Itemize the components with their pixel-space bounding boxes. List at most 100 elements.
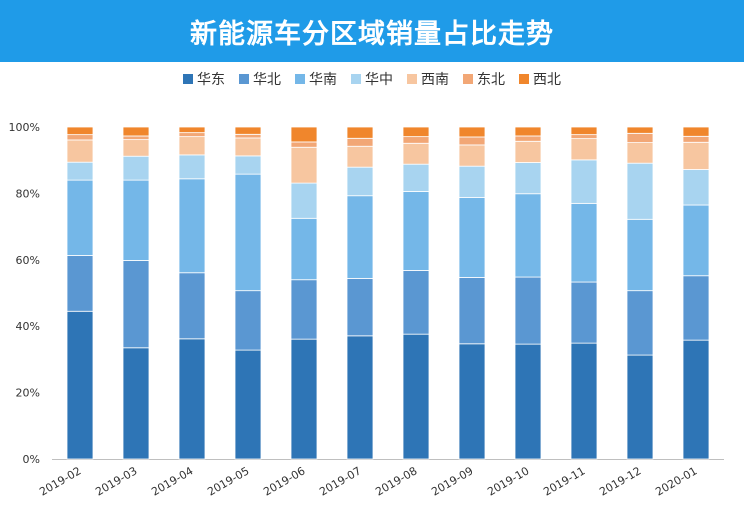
bar-segment — [682, 169, 710, 206]
x-tick-label: 2019-07 — [317, 464, 363, 498]
x-tick-label: 2019-02 — [37, 464, 83, 498]
bar-stack — [122, 126, 150, 460]
bar-segment — [458, 126, 486, 138]
chart-legend: 华东 华北 华南 华中 西南 东北 西北 — [0, 68, 744, 90]
bar-segment — [290, 338, 318, 460]
bar-segment — [626, 132, 654, 144]
bar-stack — [234, 126, 262, 460]
legend-label: 华北 — [253, 72, 281, 88]
bar-segment — [682, 141, 710, 170]
bar-segment — [178, 178, 206, 274]
bar-segment — [346, 137, 374, 147]
bar-stack — [346, 126, 374, 460]
bar-segment — [290, 279, 318, 340]
bar-segment — [514, 126, 542, 137]
x-tick-label: 2019-10 — [485, 464, 531, 498]
bar-stack — [458, 126, 486, 460]
legend-swatch — [183, 74, 193, 84]
bar-segment — [570, 281, 598, 344]
legend-item: 华北 — [239, 69, 281, 89]
bar-segment — [402, 126, 430, 138]
x-tick-label: 2020-01 — [653, 464, 699, 498]
legend-label: 华南 — [309, 72, 337, 88]
bar-segment — [570, 202, 598, 283]
bar-segment — [178, 126, 206, 134]
bar-segment — [682, 135, 710, 143]
bar-segment — [514, 193, 542, 278]
legend-item: 东北 — [463, 69, 505, 89]
bar-segment — [626, 142, 654, 164]
bar-segment — [178, 154, 206, 180]
bar-stack — [402, 126, 430, 460]
bar-segment — [346, 195, 374, 279]
bar-segment — [290, 126, 318, 143]
legend-swatch — [519, 74, 529, 84]
bar-segment — [234, 173, 262, 292]
bar-stack — [178, 126, 206, 460]
x-tick-label: 2019-09 — [429, 464, 475, 498]
y-tick-label: 60% — [16, 254, 40, 267]
bar-stack — [626, 126, 654, 460]
bar-segment — [346, 335, 374, 460]
bar-segment — [290, 146, 318, 184]
bar-segment — [682, 204, 710, 277]
x-tick-label: 2019-03 — [93, 464, 139, 498]
legend-label: 东北 — [477, 72, 505, 88]
legend-swatch — [407, 74, 417, 84]
legend-swatch — [463, 74, 473, 84]
legend-label: 西北 — [533, 72, 561, 88]
bar-segment — [66, 134, 94, 141]
bar-segment — [514, 162, 542, 195]
legend-item: 华南 — [295, 69, 337, 89]
y-tick-label: 40% — [16, 320, 40, 333]
y-tick-label: 100% — [9, 121, 40, 134]
bar-segment — [458, 144, 486, 167]
bar-segment — [290, 217, 318, 281]
bar-segment — [346, 145, 374, 168]
legend-swatch — [351, 74, 361, 84]
bar-stack — [290, 126, 318, 460]
bar-segment — [458, 196, 486, 278]
bar-segment — [402, 333, 430, 460]
bar-segment — [458, 136, 486, 146]
bar-segment — [66, 161, 94, 181]
bar-segment — [66, 139, 94, 163]
bar-segment — [346, 277, 374, 337]
legend-item: 华中 — [351, 69, 393, 89]
bar-segment — [122, 135, 150, 141]
bar-segment — [402, 163, 430, 192]
bar-segment — [346, 166, 374, 197]
bar-segment — [514, 135, 542, 142]
bar-segment — [626, 162, 654, 220]
bar-segment — [514, 140, 542, 163]
bar-segment — [626, 126, 654, 134]
bar-segment — [234, 155, 262, 175]
legend-item: 西南 — [407, 69, 449, 89]
bar-segment — [626, 354, 654, 460]
bar-segment — [66, 179, 94, 256]
bar-segment — [514, 276, 542, 345]
legend-swatch — [239, 74, 249, 84]
bar-segment — [234, 290, 262, 351]
bar-segment — [234, 126, 262, 135]
bar-segment — [122, 179, 150, 261]
bar-segment — [570, 138, 598, 161]
bar-segment — [682, 275, 710, 341]
bar-segment — [402, 270, 430, 335]
bar-stack — [514, 126, 542, 460]
x-tick-label: 2019-12 — [597, 464, 643, 498]
bar-segment — [402, 136, 430, 144]
bar-segment — [570, 134, 598, 140]
legend-label: 西南 — [421, 72, 449, 88]
bar-segment — [122, 347, 150, 460]
bar-segment — [570, 342, 598, 460]
bar-segment — [290, 182, 318, 219]
legend-swatch — [295, 74, 305, 84]
bar-segment — [122, 126, 150, 137]
bar-stack — [570, 126, 598, 460]
legend-item: 华东 — [183, 69, 225, 89]
bar-segment — [234, 349, 262, 460]
bar-segment — [66, 310, 94, 460]
bar-segment — [682, 126, 710, 137]
legend-label: 华东 — [197, 72, 225, 88]
